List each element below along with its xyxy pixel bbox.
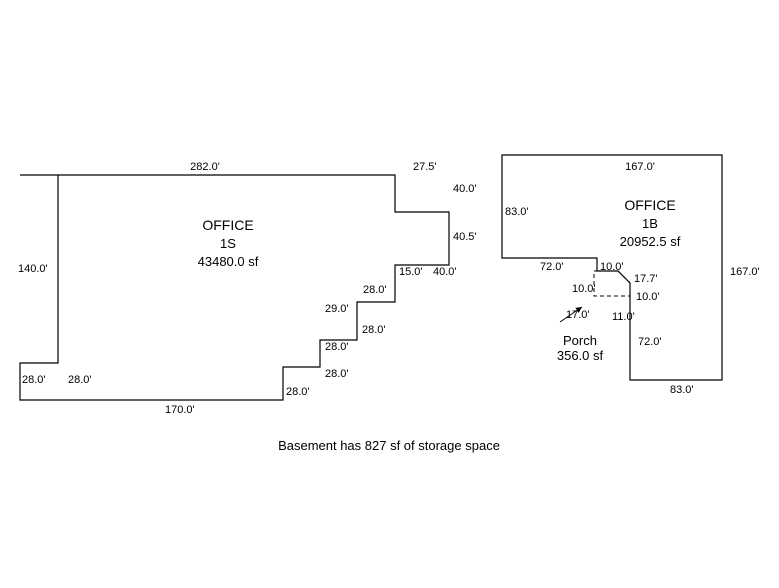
dimension-label: 83.0' [670,384,694,396]
office-1s-code: 1S [220,236,236,251]
dimension-label: 10.0' [636,291,660,303]
footer-note: Basement has 827 sf of storage space [278,438,500,453]
dimension-label: 28.0' [362,324,386,336]
office-1b-code: 1B [642,216,658,231]
dimension-label: 28.0' [363,284,387,296]
dimension-label: 72.0' [540,261,564,273]
dimension-label: 40.0' [433,266,457,278]
office-1s-label: OFFICE [202,217,253,233]
dimension-label: 17.0' [566,309,590,321]
dimension-label: 72.0' [638,336,662,348]
dimension-label: 10.0' [600,261,624,273]
floorplan-diagram: OFFICE 1S 43480.0 sf OFFICE 1B 20952.5 s… [0,0,779,588]
dimension-label: 170.0' [165,404,195,416]
dimension-label: 40.5' [453,231,477,243]
dimension-label: 83.0' [505,206,529,218]
porch-label: Porch [563,333,597,348]
dimension-label: 17.7' [634,273,658,285]
dimension-label: 167.0' [730,266,760,278]
dimension-label: 140.0' [18,263,48,275]
dimension-label: 27.5' [413,161,437,173]
dimension-label: 40.0' [453,183,477,195]
dimension-label: 167.0' [625,161,655,173]
dimension-label: 28.0' [68,374,92,386]
dimension-label: 282.0' [190,161,220,173]
dimension-label: 28.0' [286,386,310,398]
dimension-label: 28.0' [22,374,46,386]
dimension-label: 15.0' [399,266,423,278]
office-1s-area: 43480.0 sf [198,254,259,269]
dimension-label: 10.0' [572,283,596,295]
dimension-label: 29.0' [325,303,349,315]
porch-area: 356.0 sf [557,348,604,363]
dimension-label: 28.0' [325,368,349,380]
dimension-label: 28.0' [325,341,349,353]
office-1b-area: 20952.5 sf [620,234,681,249]
dimension-label: 11.0' [612,311,635,323]
office-1b-label: OFFICE [624,197,675,213]
porch-outline [594,271,630,296]
